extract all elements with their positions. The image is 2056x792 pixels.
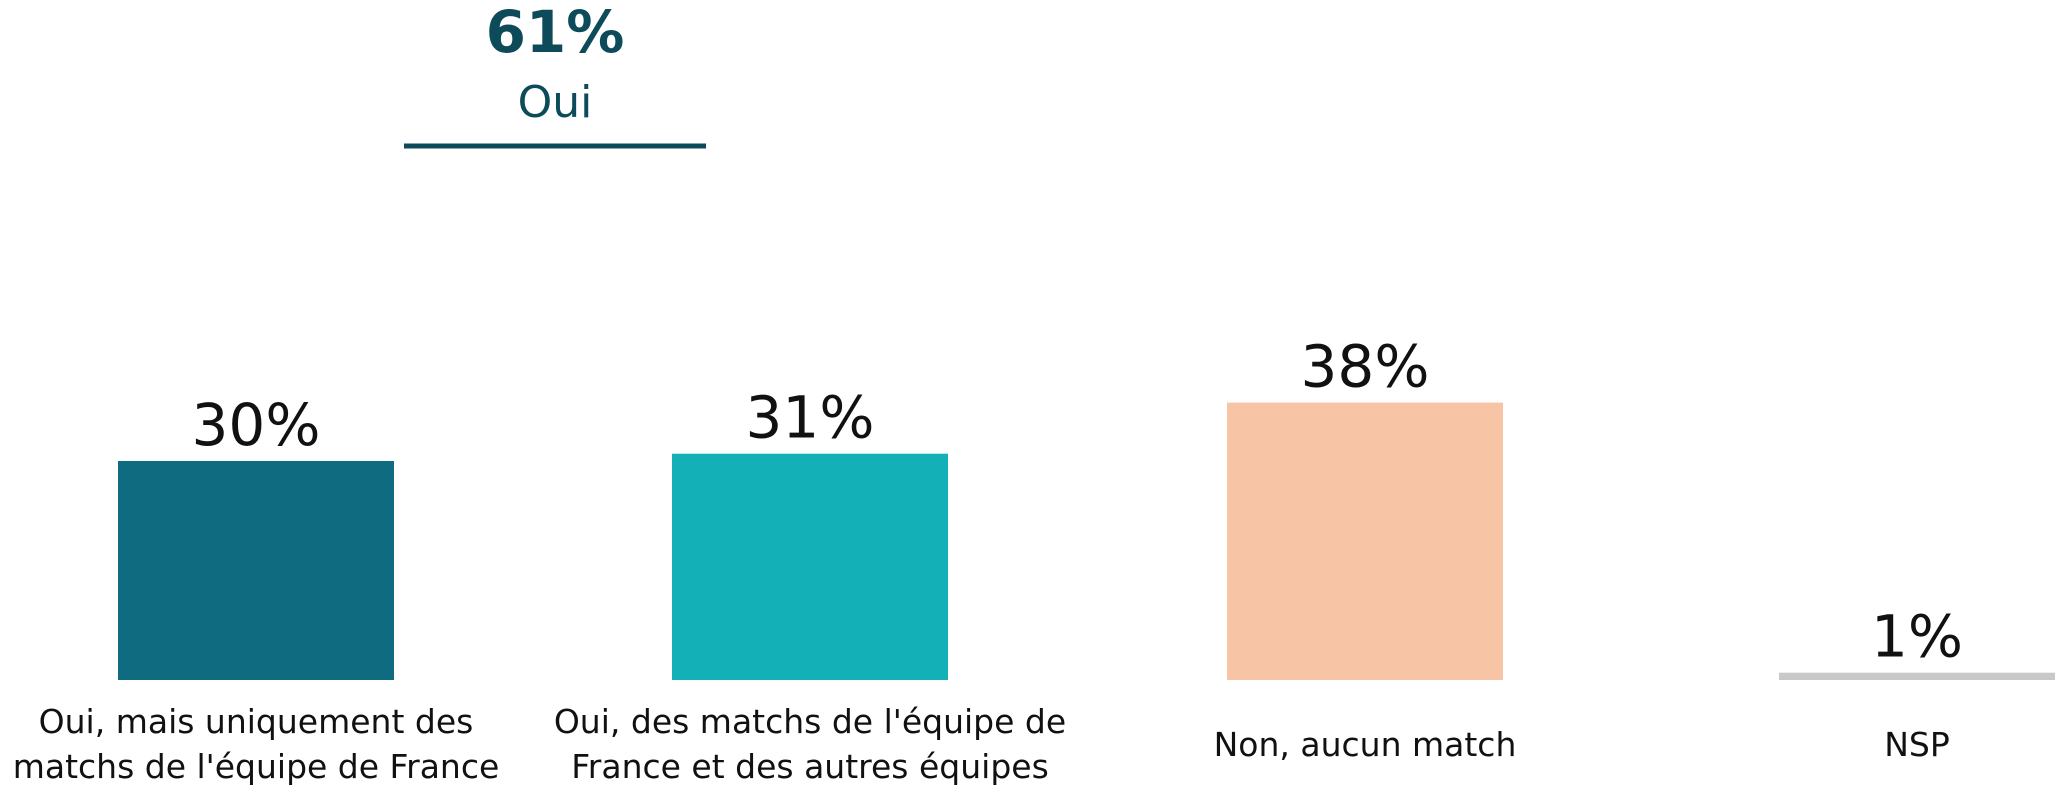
bar [1227,402,1503,680]
annotation-value: 61% [486,0,625,66]
value-label: 1% [1871,603,1963,671]
bar [118,461,394,680]
annotation-label: Oui [518,77,593,128]
bar [1779,672,2055,680]
category-label: Non, aucun match [1213,724,1517,764]
value-label: 38% [1301,333,1430,401]
category-label: Oui, des matchs de l'équipe de France et… [553,702,1067,786]
category-label: Oui, mais uniquement des matchs de l'équ… [12,702,500,786]
value-label: 30% [192,391,321,459]
bar [672,453,948,680]
category-label: NSP [1884,724,1950,764]
value-label: 31% [746,384,875,452]
